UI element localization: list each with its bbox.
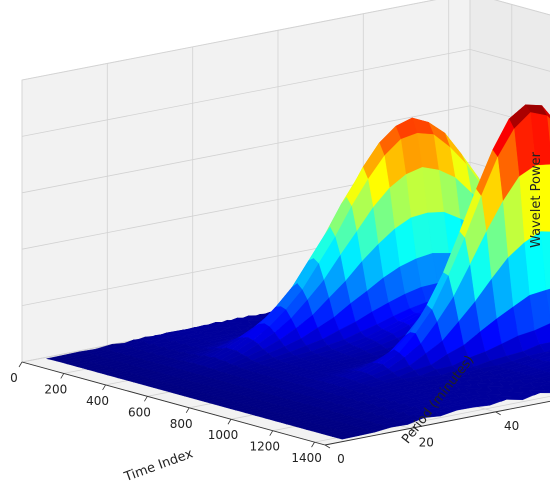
x-tick-mark	[185, 407, 190, 413]
y-tick-mark	[495, 411, 501, 416]
y-tick-mark	[410, 428, 416, 432]
x-tick-mark	[144, 396, 148, 402]
x-tick-mark	[227, 419, 232, 425]
x-tick-mark	[269, 430, 274, 436]
surface-mesh	[46, 104, 550, 440]
z-axis-label: Wavelet Power	[529, 151, 544, 247]
x-tick-mark	[311, 441, 315, 448]
x-tick-label: 200	[44, 382, 67, 396]
x-tick-label: 400	[86, 394, 109, 408]
x-axis-line	[21, 361, 326, 446]
x-tick-label: 1000	[208, 428, 239, 442]
grid-line-z	[21, 161, 550, 250]
x-tick-mark	[102, 384, 106, 391]
y-axis-line	[324, 400, 550, 446]
x-tick-labels: 0 200 400 600 800 1000 1200 1400	[10, 361, 322, 465]
grid-line-z	[21, 48, 550, 137]
x-axis-label: Time Index	[122, 446, 196, 485]
axis-lines	[21, 361, 550, 446]
x-tick-mark	[60, 373, 65, 379]
x-tick-label: 600	[128, 405, 151, 419]
y-tick-labels: 020406080100	[324, 411, 519, 466]
y-tick-label: 40	[504, 419, 519, 433]
grid-line-z	[21, 105, 550, 194]
grid-line-z	[21, 0, 550, 81]
x-tick-label: 800	[170, 417, 193, 431]
y-tick-label: 20	[419, 435, 434, 449]
x-tick-label: 0	[10, 371, 18, 385]
surface-patch	[337, 434, 359, 440]
y-tick-mark	[324, 444, 331, 449]
x-tick-label: 1200	[250, 440, 281, 454]
x-tick-mark	[18, 361, 23, 368]
x-tick-label: 1400	[291, 451, 322, 465]
grid-line-x	[314, 395, 550, 443]
y-tick-label: 0	[337, 452, 345, 466]
